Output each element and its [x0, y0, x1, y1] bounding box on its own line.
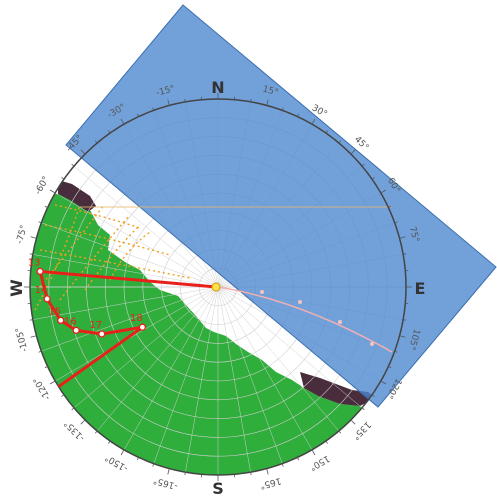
hour-marker [58, 317, 64, 323]
azimuth-label: -150° [103, 452, 130, 473]
azimuth-tick [362, 408, 364, 410]
sun-marker [212, 283, 220, 291]
hidden-hour-marker [338, 320, 342, 324]
azimuth-label: 165° [259, 475, 283, 490]
azimuth-label: -60° [34, 175, 52, 197]
azimuth-tick [45, 206, 48, 207]
azimuth-tick [95, 431, 97, 433]
azimuth-label: -165° [152, 475, 179, 491]
hidden-hour-marker [260, 290, 264, 294]
azimuth-tick [108, 441, 110, 444]
hour-label: 13 [28, 257, 41, 268]
hour-label: 15 [48, 306, 61, 317]
azimuth-tick [137, 457, 138, 460]
azimuth-tick [339, 431, 341, 433]
azimuth-tick [72, 408, 74, 410]
azimuth-tick [81, 420, 85, 424]
hour-marker [73, 327, 79, 333]
azimuth-tick [31, 336, 37, 338]
azimuth-tick [72, 164, 74, 166]
azimuth-tick [62, 177, 65, 179]
azimuth-tick [298, 457, 299, 460]
azimuth-tick [62, 395, 65, 397]
azimuth-tick [50, 190, 55, 193]
azimuth-tick [312, 450, 315, 455]
azimuth-tick [121, 450, 124, 455]
azimuth-tick [326, 441, 328, 444]
cardinal-north: N [211, 78, 224, 97]
azimuth-tick [267, 469, 269, 475]
azimuth-label: 150° [307, 453, 331, 473]
hour-label: 18 [130, 313, 143, 324]
cardinal-west: W [7, 279, 26, 297]
hour-marker [139, 324, 145, 330]
hour-marker [99, 331, 105, 337]
azimuth-label: -120° [32, 375, 53, 402]
cardinal-east: E [415, 279, 426, 298]
hour-marker [44, 296, 50, 302]
hidden-hour-marker [370, 342, 374, 346]
hidden-hour-marker [298, 300, 302, 304]
hour-label: 17 [89, 320, 102, 331]
azimuth-tick [351, 420, 355, 424]
hour-marker [37, 268, 43, 274]
hour-label: 16 [64, 316, 77, 327]
hour-label: 14 [35, 285, 48, 296]
azimuth-tick [45, 367, 48, 368]
azimuth-tick [168, 469, 170, 475]
azimuth-tick [50, 381, 55, 384]
cardinal-south: S [212, 479, 224, 495]
azimuth-tick [31, 237, 37, 239]
azimuth-label: -105° [14, 326, 30, 353]
azimuth-label: -75° [15, 224, 30, 245]
